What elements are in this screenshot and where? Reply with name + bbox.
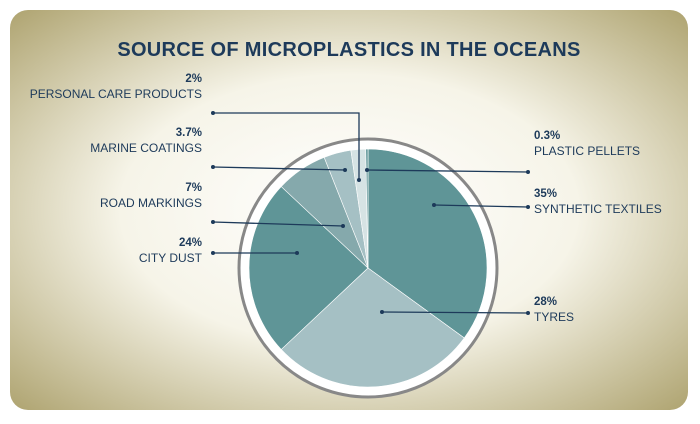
leader-line-personal-care-products [213,112,360,180]
slice-label-synthetic-textiles: SYNTHETIC TEXTILES [534,202,662,216]
leader-dot-tyres-outer [526,311,530,315]
leader-dot-personal-care-products-inner [357,178,361,182]
leader-dot-road-markings-outer [211,220,215,224]
slice-value-tyres: 28% [534,296,557,308]
slice-value-marine-coatings: 3.7% [176,127,202,139]
slice-value-personal-care-products: 2% [185,73,202,85]
slice-label-road-markings: ROAD MARKINGS [100,196,202,210]
leader-line-tyres [381,311,529,314]
leader-line-plastic-pellets [366,169,529,173]
leader-dot-synthetic-textiles-outer [526,205,530,209]
chart-title: SOURCE OF MICROPLASTICS IN THE OCEANS [117,39,580,61]
leader-line-marine-coatings [212,166,346,171]
leader-dot-road-markings-inner [341,224,345,228]
slice-label-marine-coatings: MARINE COATINGS [90,141,202,155]
pie-slice-synthetic-textiles [367,148,488,339]
pie-slice-city-dust [248,186,369,350]
slice-label-plastic-pellets: PLASTIC PELLETS [534,144,640,158]
leader-dot-synthetic-textiles-inner [432,203,436,207]
leader-dot-marine-coatings-outer [211,165,215,169]
pie-slice-plastic-pellets [365,148,369,269]
leader-dot-plastic-pellets-inner [365,168,369,172]
leader-dot-city-dust-inner [295,251,299,255]
leader-dot-tyres-inner [380,310,384,314]
slice-labels: 35% SYNTHETIC TEXTILES 28% TYRES 24% CITY DUS… [30,73,662,324]
pie-slice-tyres [280,267,465,388]
leader-line-road-markings [212,221,344,227]
pie-slices [248,148,488,388]
slice-label-tyres: TYRES [534,310,574,324]
leader-dot-marine-coatings-inner [343,168,347,172]
leader-dot-personal-care-products-outer [211,111,215,115]
slice-value-synthetic-textiles: 35% [534,188,557,200]
leader-dot-plastic-pellets-outer [526,170,530,174]
slice-label-city-dust: CITY DUST [139,251,203,265]
leader-line-synthetic-textiles [433,204,529,208]
slice-value-city-dust: 24% [179,237,202,249]
slice-label-personal-care-products: PERSONAL CARE PRODUCTS [30,87,202,101]
slice-value-road-markings: 7% [185,182,202,194]
leader-dot-city-dust-outer [211,251,215,255]
leader-lines [211,111,530,315]
slice-value-plastic-pellets: 0.3% [534,130,560,142]
